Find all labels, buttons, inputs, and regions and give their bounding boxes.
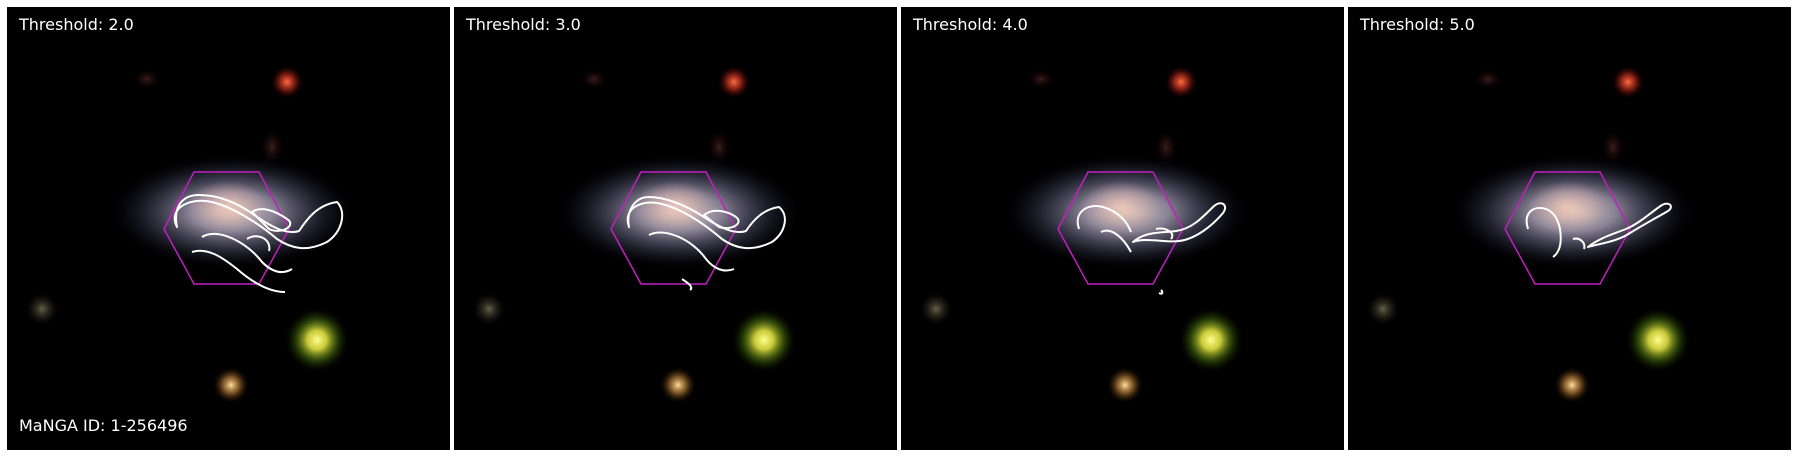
galaxy-image [920,66,1246,403]
faint-star [1367,293,1399,325]
red-star [1165,66,1197,98]
faint-star [26,293,58,325]
ifu-hexagon [610,171,737,285]
orange-star [1107,367,1143,403]
galaxy-image [1367,66,1693,403]
ifu-hexagon [1504,171,1631,285]
threshold-label: Threshold: 3.0 [466,15,581,34]
threshold-label: Threshold: 2.0 [19,15,134,34]
faint-red-blob [1154,129,1178,165]
panel-threshold-3: Threshold: 3.0 [454,7,897,450]
threshold-label: Threshold: 4.0 [913,15,1028,34]
contour-lines [1525,202,1672,258]
faint-red-blob [1027,69,1055,89]
contour-lines [1076,202,1227,295]
orange-star [213,367,249,403]
red-star [1612,66,1644,98]
faint-red-blob [260,129,284,165]
yellow-star [285,308,349,372]
contour-lines [626,196,786,291]
faint-star [920,293,952,325]
yellow-star [1179,308,1243,372]
orange-star [1554,367,1590,403]
contour-lines [173,194,344,293]
galaxy-core [1081,181,1161,233]
galaxy-image [26,66,352,403]
yellow-star [732,308,796,372]
galaxy-image [473,66,799,403]
red-star [271,66,303,98]
galaxy-id-label: MaNGA ID: 1-256496 [19,416,188,435]
panel-threshold-4: Threshold: 4.0 [901,7,1344,450]
faint-red-blob [580,69,608,89]
threshold-label: Threshold: 5.0 [1360,15,1475,34]
ifu-hexagon [163,171,290,285]
galaxy-core [1528,181,1608,233]
yellow-star [1626,308,1690,372]
panel-threshold-5: Threshold: 5.0 [1348,7,1791,450]
panel-threshold-2: Threshold: 2.0 MaNGA ID: 1-256496 [7,7,450,450]
red-star [718,66,750,98]
faint-red-blob [133,69,161,89]
faint-red-blob [1601,129,1625,165]
faint-star [473,293,505,325]
faint-red-blob [1474,69,1502,89]
orange-star [660,367,696,403]
faint-red-blob [707,129,731,165]
